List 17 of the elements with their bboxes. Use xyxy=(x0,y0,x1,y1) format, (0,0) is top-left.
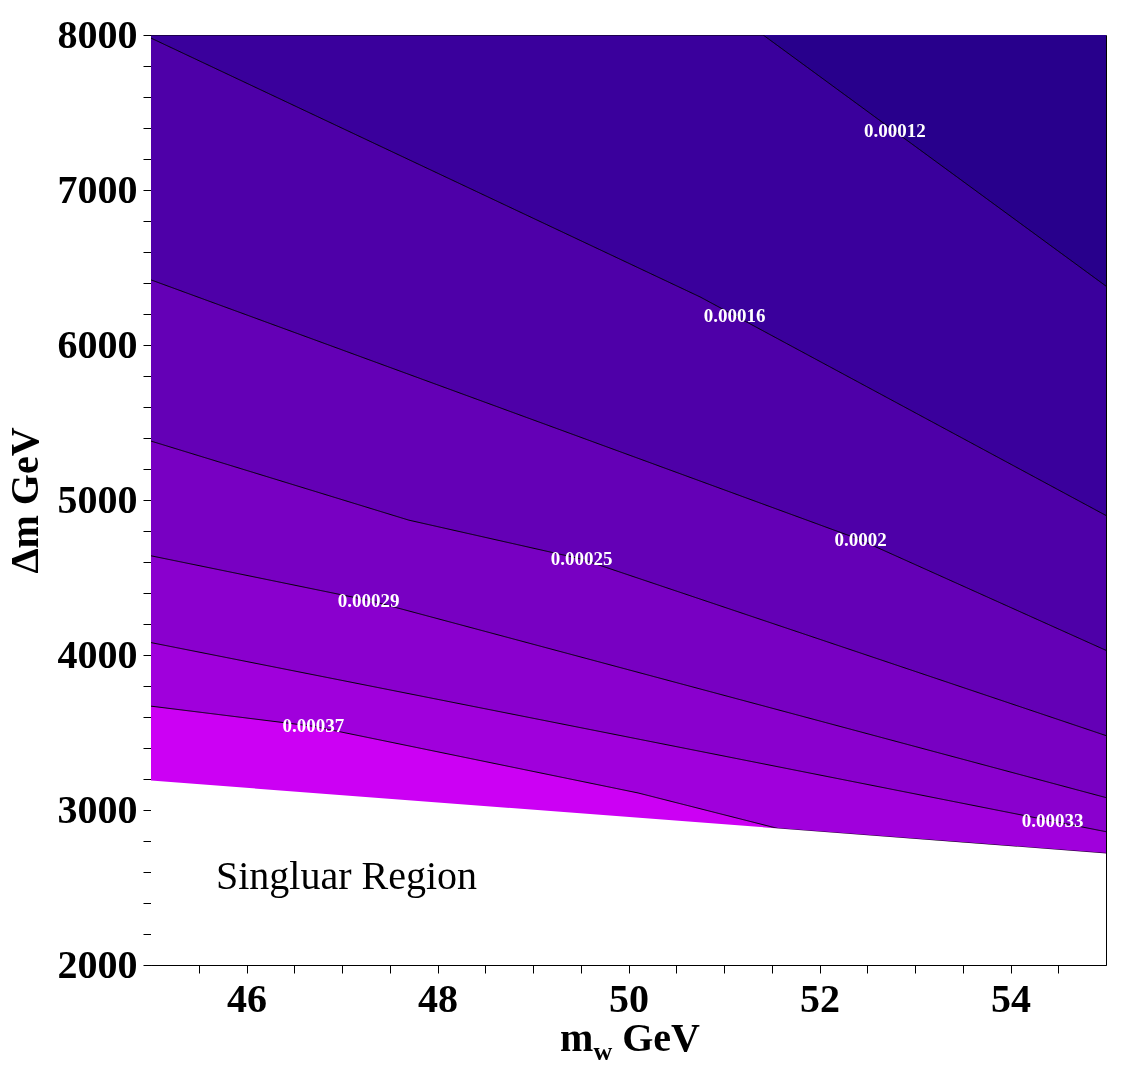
annotation: 0.00016 xyxy=(703,304,766,326)
annotation: 0.0002 xyxy=(834,529,887,551)
y-tick-label: 6000 xyxy=(57,321,138,367)
x-tick-label: 54 xyxy=(991,975,1031,1021)
x-tick-label: 46 xyxy=(227,975,267,1021)
annotation: Singluar Region xyxy=(216,852,478,898)
x-tick-label: 52 xyxy=(800,975,840,1021)
y-tick-label: 5000 xyxy=(57,476,138,522)
annotation: 0.00012 xyxy=(864,120,926,142)
y-tick-label: 4000 xyxy=(57,631,138,677)
y-tick-label: 3000 xyxy=(57,786,138,832)
y-tick-label: 8000 xyxy=(57,11,138,57)
x-tick-label: 48 xyxy=(418,975,458,1021)
annotation: 0.00025 xyxy=(550,547,613,569)
y-tick-label: 2000 xyxy=(57,941,138,987)
y-axis-title: Δm GeV xyxy=(1,427,47,574)
y-tick-label: 7000 xyxy=(57,166,138,212)
